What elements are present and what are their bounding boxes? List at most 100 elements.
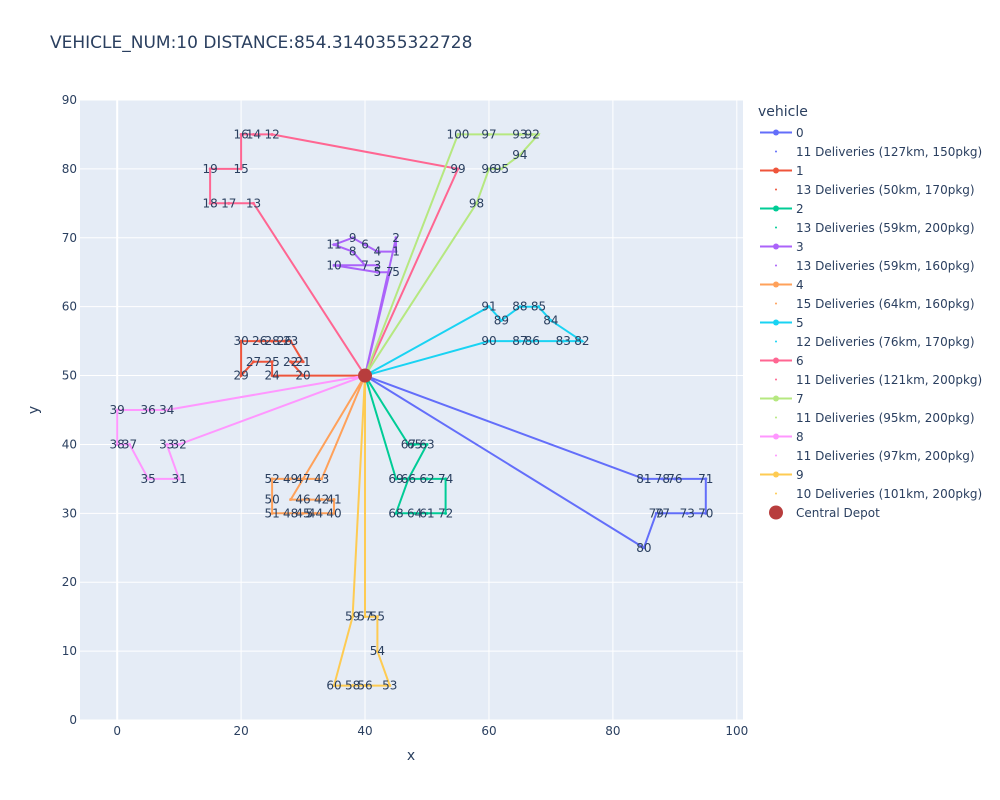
route-point-vehicle-1	[270, 360, 274, 364]
route-points	[115, 132, 708, 688]
legend-item-vehicle-9[interactable]: 9	[758, 465, 982, 484]
route-point-vehicle-7	[518, 132, 522, 136]
customer-label: 35	[141, 472, 156, 486]
route-point-vehicle-2	[394, 511, 398, 515]
customer-label: 72	[438, 506, 453, 520]
route-point-vehicle-2	[406, 442, 410, 446]
customer-label: 58	[345, 679, 360, 693]
customer-label: 73	[680, 506, 695, 520]
legend-item-deliveries-3[interactable]: 13 Deliveries (59km, 160pkg)	[758, 256, 982, 275]
route-point-vehicle-4	[320, 498, 324, 502]
customer-label: 70	[698, 506, 713, 520]
route-point-vehicle-0	[704, 477, 708, 481]
customer-label: 43	[314, 472, 329, 486]
legend-item-vehicle-9-symbol	[760, 471, 792, 478]
route-point-vehicle-6	[208, 167, 212, 171]
customer-label: 33	[159, 437, 174, 451]
customer-label: 63	[419, 437, 434, 451]
legend-item-deliveries-0-label: 11 Deliveries (127km, 150pkg)	[796, 144, 983, 159]
customer-label: 54	[370, 644, 385, 658]
legend-item-vehicle-6[interactable]: 6	[758, 351, 982, 370]
route-point-vehicle-3	[394, 250, 398, 254]
customer-label: 18	[202, 196, 217, 210]
customer-label: 85	[531, 300, 546, 314]
legend-item-depot-label: Central Depot	[796, 505, 880, 520]
y-tick-label: 0	[69, 713, 77, 727]
route-point-vehicle-8	[165, 442, 169, 446]
legend-item-vehicle-5[interactable]: 5	[758, 313, 982, 332]
legend-item-deliveries-7[interactable]: 11 Deliveries (95km, 200pkg)	[758, 408, 982, 427]
route-point-vehicle-1	[289, 360, 293, 364]
route-point-vehicle-8	[177, 442, 181, 446]
y-tick-label: 50	[62, 369, 77, 383]
legend-item-vehicle-7[interactable]: 7	[758, 389, 982, 408]
customer-label: 19	[202, 162, 217, 176]
customer-label: 5	[374, 265, 382, 279]
customer-label: 96	[481, 162, 496, 176]
route-point-vehicle-0	[704, 511, 708, 515]
legend-item-vehicle-2[interactable]: 2	[758, 199, 982, 218]
route-point-vehicle-9	[375, 649, 379, 653]
legend-marker	[773, 471, 779, 478]
customer-label: 93	[512, 127, 527, 141]
legend-item-deliveries-0[interactable]: 11 Deliveries (127km, 150pkg)	[758, 142, 982, 161]
legend-item-vehicle-1[interactable]: 1	[758, 161, 982, 180]
legend-item-depot[interactable]: Central Depot	[758, 503, 982, 522]
legend-item-deliveries-1[interactable]: 13 Deliveries (50km, 170pkg)	[758, 180, 982, 199]
route-point-vehicle-9	[363, 615, 367, 619]
legend-item-vehicle-3-label: 3	[796, 239, 804, 254]
route-point-vehicle-4	[270, 477, 274, 481]
legend-item-vehicle-3[interactable]: 3	[758, 237, 982, 256]
legend-item-vehicle-5-symbol	[760, 319, 792, 326]
y-tick-label: 10	[62, 644, 77, 658]
plot-background	[80, 100, 743, 720]
legend-item-deliveries-8[interactable]: 11 Deliveries (97km, 200pkg)	[758, 446, 982, 465]
customer-label: 42	[314, 493, 329, 507]
customer-label: 41	[326, 493, 341, 507]
legend-marker	[773, 357, 779, 364]
customer-label: 30	[233, 334, 248, 348]
route-line-vehicle-5	[364, 305, 586, 377]
route-point-vehicle-1	[251, 360, 255, 364]
legend-item-deliveries-5[interactable]: 12 Deliveries (76km, 170pkg)	[758, 332, 982, 351]
route-point-vehicle-5	[537, 305, 541, 309]
legend-item-deliveries-4[interactable]: 15 Deliveries (64km, 160pkg)	[758, 294, 982, 313]
route-point-vehicle-7	[499, 167, 503, 171]
legend-item-vehicle-8[interactable]: 8	[758, 427, 982, 446]
customer-label: 5	[305, 506, 313, 520]
route-point-vehicle-2	[413, 511, 417, 515]
customer-label: 74	[438, 472, 453, 486]
customer-label: 22	[283, 355, 298, 369]
legend-item-deliveries-2[interactable]: 13 Deliveries (59km, 200pkg)	[758, 218, 982, 237]
route-point-vehicle-8	[146, 408, 150, 412]
route-point-vehicle-6	[270, 132, 274, 136]
route-point-vehicle-1	[270, 374, 274, 378]
route-point-vehicle-2	[413, 442, 417, 446]
legend-item-vehicle-4[interactable]: 4	[758, 275, 982, 294]
legend-depot-marker	[769, 505, 783, 520]
legend-item-deliveries-6[interactable]: 11 Deliveries (121km, 200pkg)	[758, 370, 982, 389]
customer-label: 16	[233, 127, 248, 141]
legend-item-deliveries-9[interactable]: 10 Deliveries (101km, 200pkg)	[758, 484, 982, 503]
legend-marker	[773, 281, 779, 288]
legend-item-vehicle-5-label: 5	[796, 315, 804, 330]
legend-item-vehicle-2-symbol	[760, 205, 792, 212]
customer-label: 52	[264, 472, 279, 486]
route-point-vehicle-8	[165, 408, 169, 412]
route-point-vehicle-2	[444, 511, 448, 515]
legend-dot	[775, 454, 777, 457]
customer-label: 83	[556, 334, 571, 348]
legend-marker	[773, 243, 779, 250]
customer-label: 82	[574, 334, 589, 348]
customer-label: 4	[374, 245, 382, 259]
route-point-vehicle-7	[475, 201, 479, 205]
route-point-vehicle-8	[128, 442, 132, 446]
legend-item-vehicle-0[interactable]: 0	[758, 123, 982, 142]
customer-label: 5	[392, 265, 400, 279]
route-point-vehicle-3	[332, 263, 336, 267]
customer-label: 68	[388, 506, 403, 520]
y-tick-label: 80	[62, 162, 77, 176]
legend-item-deliveries-1-symbol	[775, 188, 777, 191]
